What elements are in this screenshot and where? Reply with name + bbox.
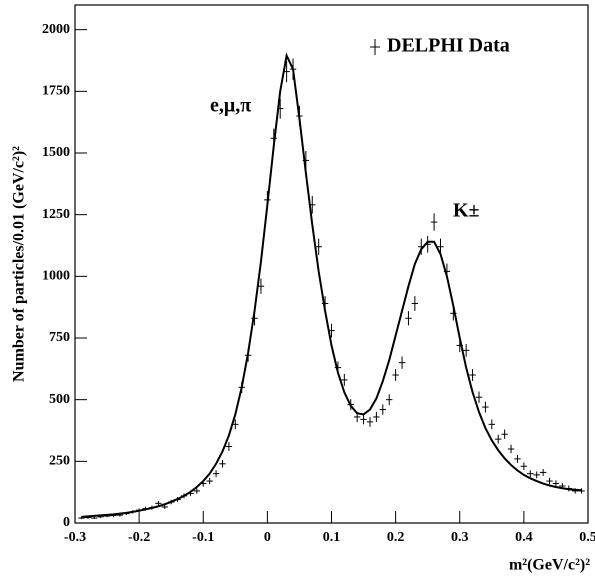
x-tick-label: -0.2 <box>128 530 150 545</box>
data-point <box>495 434 502 444</box>
data-point <box>488 419 496 430</box>
data-point <box>398 356 406 369</box>
x-tick-label: 0.1 <box>323 530 341 545</box>
data-point <box>78 517 85 520</box>
x-tick-label: 0.2 <box>387 530 405 545</box>
y-tick-label: 1250 <box>42 207 70 222</box>
data-point <box>193 488 201 494</box>
data-point <box>539 468 547 476</box>
x-tick-label: 0.5 <box>579 530 595 545</box>
x-axis-label: m²(GeV/c²)² <box>509 557 590 574</box>
x-tick-label: -0.3 <box>64 530 86 545</box>
data-point <box>315 238 322 255</box>
data-point <box>225 442 233 451</box>
data-point <box>366 416 374 427</box>
y-tick-label: 250 <box>49 454 70 469</box>
data-point <box>514 454 521 463</box>
data-point <box>379 404 386 415</box>
data-point <box>373 411 380 423</box>
data-point <box>469 369 476 381</box>
legend: DELPHI Data <box>370 35 510 57</box>
y-tick-label: 1000 <box>42 269 70 284</box>
y-axis-label: Number of particles/0.01 (GeV/c²)² <box>11 146 28 382</box>
data-point <box>527 470 534 478</box>
y-tick-label: 1750 <box>42 84 70 99</box>
data-point <box>462 343 470 357</box>
data-point <box>411 296 419 311</box>
data-point <box>405 311 412 326</box>
data-point <box>212 470 220 478</box>
y-tick-label: 1500 <box>42 145 70 160</box>
data-point <box>360 414 367 425</box>
data-point <box>341 374 348 386</box>
data-point <box>546 477 553 485</box>
y-tick-label: 500 <box>49 392 70 407</box>
data-point <box>475 391 483 403</box>
x-tick-label: 0.3 <box>451 530 469 545</box>
data-point <box>386 394 393 406</box>
data-point <box>533 471 540 479</box>
annotation: e,μ,π <box>210 95 251 117</box>
data-point <box>520 462 528 470</box>
annotation: K± <box>453 200 480 222</box>
data-point <box>161 504 168 509</box>
data-point <box>430 213 438 231</box>
data-point <box>206 477 213 485</box>
data-point <box>155 501 162 506</box>
data-point <box>482 401 489 413</box>
data-point <box>501 429 508 439</box>
x-tick-label: 0 <box>264 530 271 545</box>
y-tick-label: 2000 <box>42 22 70 37</box>
x-tick-label: 0.4 <box>515 530 533 545</box>
data-point <box>507 444 515 454</box>
data-point <box>257 278 265 294</box>
x-tick-label: -0.1 <box>192 530 214 545</box>
data-point <box>392 369 399 381</box>
data-point <box>552 480 560 487</box>
legend-label: DELPHI Data <box>387 35 510 57</box>
fit-curve <box>81 52 582 518</box>
y-tick-label: 750 <box>49 330 70 345</box>
data-point <box>219 460 226 468</box>
y-tick-label: 0 <box>63 515 70 530</box>
data-point <box>91 517 98 520</box>
